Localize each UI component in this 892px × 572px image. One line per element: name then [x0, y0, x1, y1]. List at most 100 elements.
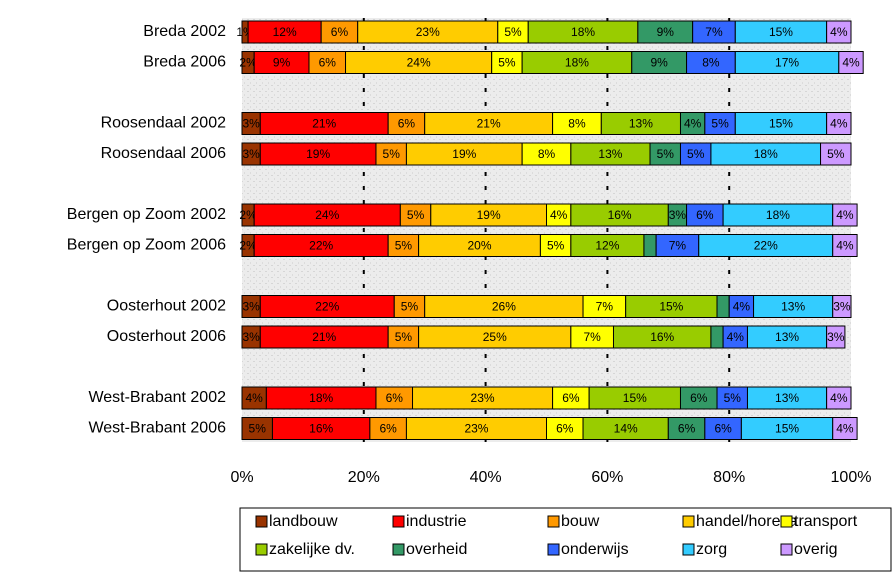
plot-area: [242, 18, 851, 442]
legend-label: transport: [794, 513, 858, 530]
data-label: 5%: [249, 422, 267, 436]
data-label: 2%: [239, 239, 257, 253]
data-label: 13%: [775, 391, 799, 405]
data-label: 23%: [416, 25, 440, 39]
data-label: 5%: [498, 56, 516, 70]
legend-label: landbouw: [269, 513, 338, 530]
x-tick-label: 0%: [230, 469, 253, 486]
data-label: 9%: [273, 56, 291, 70]
data-label: 5%: [401, 300, 419, 314]
data-label: 7%: [596, 300, 614, 314]
bar-segment: [838, 51, 864, 74]
bar-segment: [832, 417, 858, 440]
legend-swatch: [780, 543, 793, 556]
bar-segment: [832, 203, 858, 227]
bar-segment: [716, 295, 730, 318]
data-label: 13%: [781, 300, 805, 314]
data-label: 13%: [598, 147, 622, 161]
data-label: 5%: [547, 239, 565, 253]
legend-label: overheid: [406, 541, 467, 558]
data-label: 5%: [827, 147, 845, 161]
data-label: 19%: [306, 147, 330, 161]
data-label: 4%: [836, 422, 854, 436]
legend-label: zakelijke dv.: [269, 541, 355, 558]
x-tick-label: 20%: [348, 469, 380, 486]
data-label: 8%: [538, 147, 556, 161]
data-label: 6%: [678, 422, 696, 436]
data-label: 5%: [395, 330, 413, 344]
y-tick-label: Roosendaal 2006: [101, 145, 227, 162]
data-label: 21%: [312, 330, 336, 344]
x-tick-label: 100%: [831, 469, 872, 486]
data-label: 5%: [383, 147, 401, 161]
data-label: 23%: [464, 422, 488, 436]
data-label: 8%: [702, 56, 720, 70]
legend-swatch: [547, 515, 560, 528]
data-label: 4%: [842, 56, 860, 70]
data-label: 5%: [657, 147, 675, 161]
data-label: 3%: [242, 147, 260, 161]
data-label: 6%: [696, 208, 714, 222]
bar-segment: [643, 234, 657, 257]
data-label: 5%: [687, 147, 705, 161]
data-label: 17%: [775, 56, 799, 70]
legend-label: zorg: [696, 541, 727, 558]
data-label: 18%: [766, 208, 790, 222]
data-label: 15%: [769, 25, 793, 39]
data-label: 21%: [312, 117, 336, 131]
y-tick-label: Bergen op Zoom 2006: [67, 237, 226, 254]
legend-swatch: [547, 543, 560, 556]
y-tick-label: Breda 2006: [143, 54, 226, 71]
data-label: 15%: [659, 300, 683, 314]
bar-segment: [820, 142, 852, 166]
legend-swatch: [392, 515, 405, 528]
data-label: 26%: [492, 300, 516, 314]
data-label: 23%: [471, 391, 495, 405]
data-label: 6%: [562, 391, 580, 405]
bar-segment: [826, 386, 852, 410]
data-label: 15%: [775, 422, 799, 436]
y-tick-label: Oosterhout 2002: [107, 298, 226, 315]
legend-swatch: [682, 543, 695, 556]
legend-label: bouw: [561, 513, 600, 530]
y-tick-label: Roosendaal 2002: [101, 115, 227, 132]
y-tick-label: West-Brabant 2002: [88, 389, 226, 406]
data-label: 9%: [657, 25, 675, 39]
data-label: 18%: [754, 147, 778, 161]
data-label: 12%: [273, 25, 297, 39]
data-label: 19%: [477, 208, 501, 222]
y-tick-label: Oosterhout 2006: [107, 328, 226, 345]
data-label: 5%: [395, 239, 413, 253]
data-label: 4%: [830, 117, 848, 131]
bar-segment: [832, 234, 858, 257]
data-label: 4%: [684, 117, 702, 131]
bar-segment: [832, 295, 852, 318]
legend-swatch: [392, 543, 405, 556]
data-label: 16%: [650, 330, 674, 344]
legend-swatch: [780, 515, 793, 528]
data-label: 4%: [727, 330, 745, 344]
data-label: 22%: [315, 300, 339, 314]
legend-label: handel/horeca: [696, 513, 798, 530]
data-label: 6%: [714, 422, 732, 436]
y-tick-label: Bergen op Zoom 2002: [67, 206, 226, 223]
data-label: 2%: [239, 208, 257, 222]
data-label: 9%: [650, 56, 668, 70]
data-label: 24%: [315, 208, 339, 222]
y-tick-label: Breda 2002: [143, 23, 226, 40]
x-tick-label: 80%: [713, 469, 745, 486]
data-label: 3%: [833, 300, 851, 314]
data-label: 3%: [242, 300, 260, 314]
legend-swatch: [255, 543, 268, 556]
data-label: 22%: [754, 239, 778, 253]
data-label: 18%: [565, 56, 589, 70]
data-label: 21%: [477, 117, 501, 131]
legend-swatch: [682, 515, 695, 528]
y-tick-label: West-Brabant 2006: [88, 420, 226, 437]
data-label: 6%: [386, 391, 404, 405]
data-label: 5%: [504, 25, 522, 39]
data-label: 15%: [623, 391, 647, 405]
data-label: 6%: [398, 117, 416, 131]
data-label: 4%: [830, 391, 848, 405]
